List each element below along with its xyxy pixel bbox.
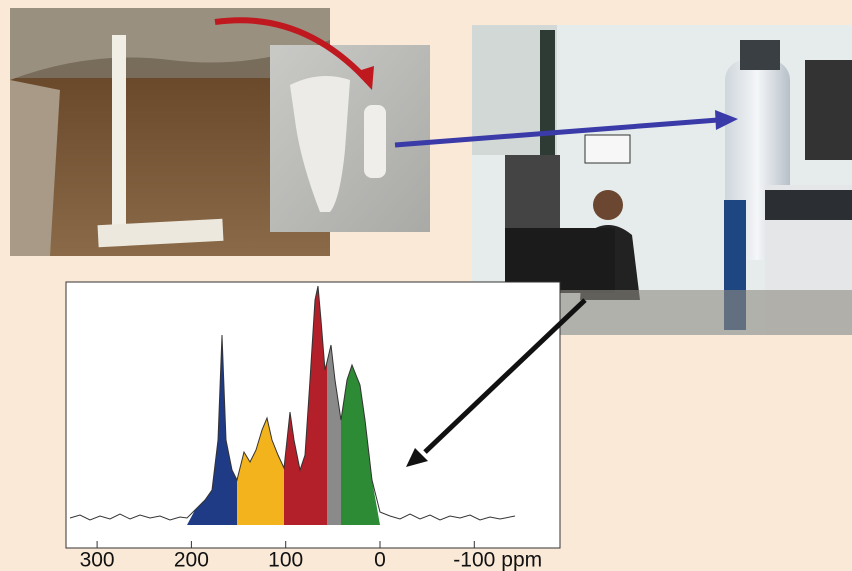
x-axis: 300 200 100 0 -100 ppm — [80, 541, 542, 571]
x-tick-label: 200 — [174, 549, 209, 571]
blue-arrow-head — [715, 110, 738, 130]
black-arrow — [423, 298, 587, 454]
x-tick-label: -100 — [453, 549, 495, 571]
tube-photo — [270, 45, 430, 232]
x-tick-label: 100 — [268, 549, 303, 571]
x-tick-label: 300 — [80, 549, 115, 571]
red-arrow — [214, 17, 368, 81]
red-arrow-head — [355, 66, 374, 90]
x-tick-label: 0 — [374, 549, 386, 571]
black-arrow-head — [406, 448, 428, 467]
spectrum-panel — [65, 281, 561, 549]
unit-label: ppm — [501, 549, 542, 571]
blue-arrow — [394, 117, 719, 148]
